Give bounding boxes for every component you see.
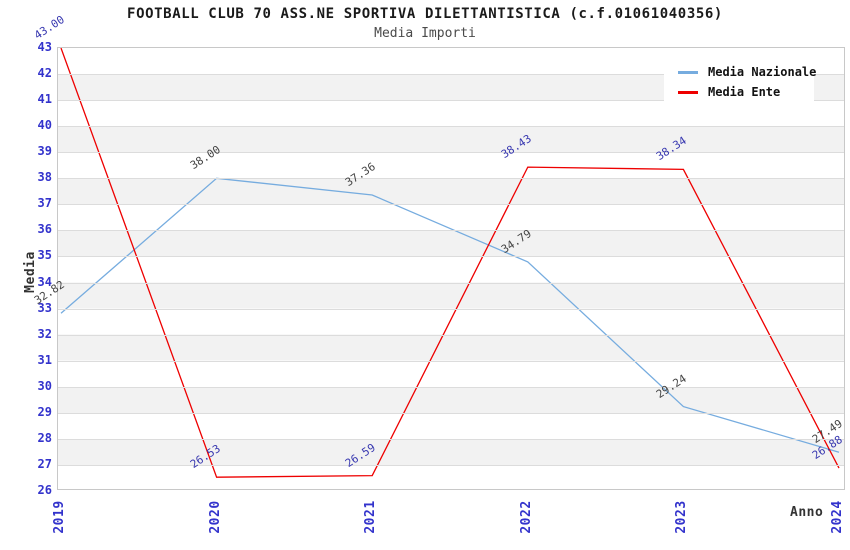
gridline bbox=[58, 464, 844, 466]
y-tick-label: 40 bbox=[37, 118, 52, 133]
y-tick-label: 37 bbox=[37, 196, 52, 211]
y-tick-label: 38 bbox=[37, 170, 52, 185]
y-tick-label: 26 bbox=[37, 483, 52, 497]
gridline bbox=[58, 204, 844, 206]
chart-title: FOOTBALL CLUB 70 ASS.NE SPORTIVA DILETTA… bbox=[127, 6, 723, 22]
gridline bbox=[58, 412, 844, 414]
gridline bbox=[58, 230, 844, 232]
legend-item-media-ente: Media Ente bbox=[678, 82, 806, 102]
legend-item-media-nazionale: Media Nazionale bbox=[678, 62, 816, 82]
gridline bbox=[58, 360, 844, 362]
y-tick-label: 33 bbox=[37, 300, 52, 315]
y-tick-label: 29 bbox=[37, 404, 52, 419]
y-tick-label: 34 bbox=[37, 274, 52, 289]
gridline bbox=[58, 256, 844, 258]
chart-subtitle: Media Importi bbox=[374, 26, 476, 41]
y-tick-label: 39 bbox=[37, 144, 52, 159]
legend-label-nazionale: Media Nazionale bbox=[708, 65, 817, 79]
x-tick-label: 2022 bbox=[518, 500, 534, 534]
gridline bbox=[58, 126, 844, 128]
y-tick-label: 36 bbox=[37, 222, 52, 237]
line-series-svg bbox=[60, 48, 840, 478]
x-tick-label: 2024 bbox=[830, 500, 845, 534]
y-tick-label: 31 bbox=[37, 352, 52, 367]
gridline bbox=[58, 178, 844, 180]
gridline bbox=[58, 100, 844, 102]
y-tick-label: 32 bbox=[37, 326, 52, 341]
legend-swatch-nazionale-icon bbox=[678, 70, 698, 74]
series-line-media-nazionale bbox=[60, 177, 840, 453]
y-tick-label: 41 bbox=[37, 92, 52, 107]
x-axis-title: Anno bbox=[790, 505, 824, 520]
y-tick-label: 43 bbox=[37, 40, 52, 54]
gridline bbox=[58, 152, 844, 154]
gridline bbox=[58, 334, 844, 336]
gridline bbox=[58, 74, 844, 76]
x-tick-label: 2023 bbox=[674, 500, 690, 534]
series-line-media-ente bbox=[60, 48, 840, 478]
gridline bbox=[58, 386, 844, 388]
legend: Media Nazionale Media Ente bbox=[664, 56, 816, 109]
y-tick-label: 42 bbox=[37, 66, 52, 81]
y-tick-label: 27 bbox=[37, 456, 52, 471]
y-tick-label: 30 bbox=[37, 378, 52, 393]
y-tick-label: 28 bbox=[37, 430, 52, 445]
gridline bbox=[58, 438, 844, 440]
x-tick-label: 2019 bbox=[52, 500, 67, 534]
gridline bbox=[58, 282, 844, 284]
x-tick-label: 2021 bbox=[363, 500, 379, 534]
x-tick-label: 2020 bbox=[207, 500, 223, 534]
gridline bbox=[58, 308, 844, 310]
legend-label-ente: Media Ente bbox=[708, 85, 781, 99]
plot-area bbox=[57, 47, 845, 490]
legend-swatch-ente-icon bbox=[678, 90, 698, 94]
y-tick-label: 35 bbox=[37, 248, 52, 263]
